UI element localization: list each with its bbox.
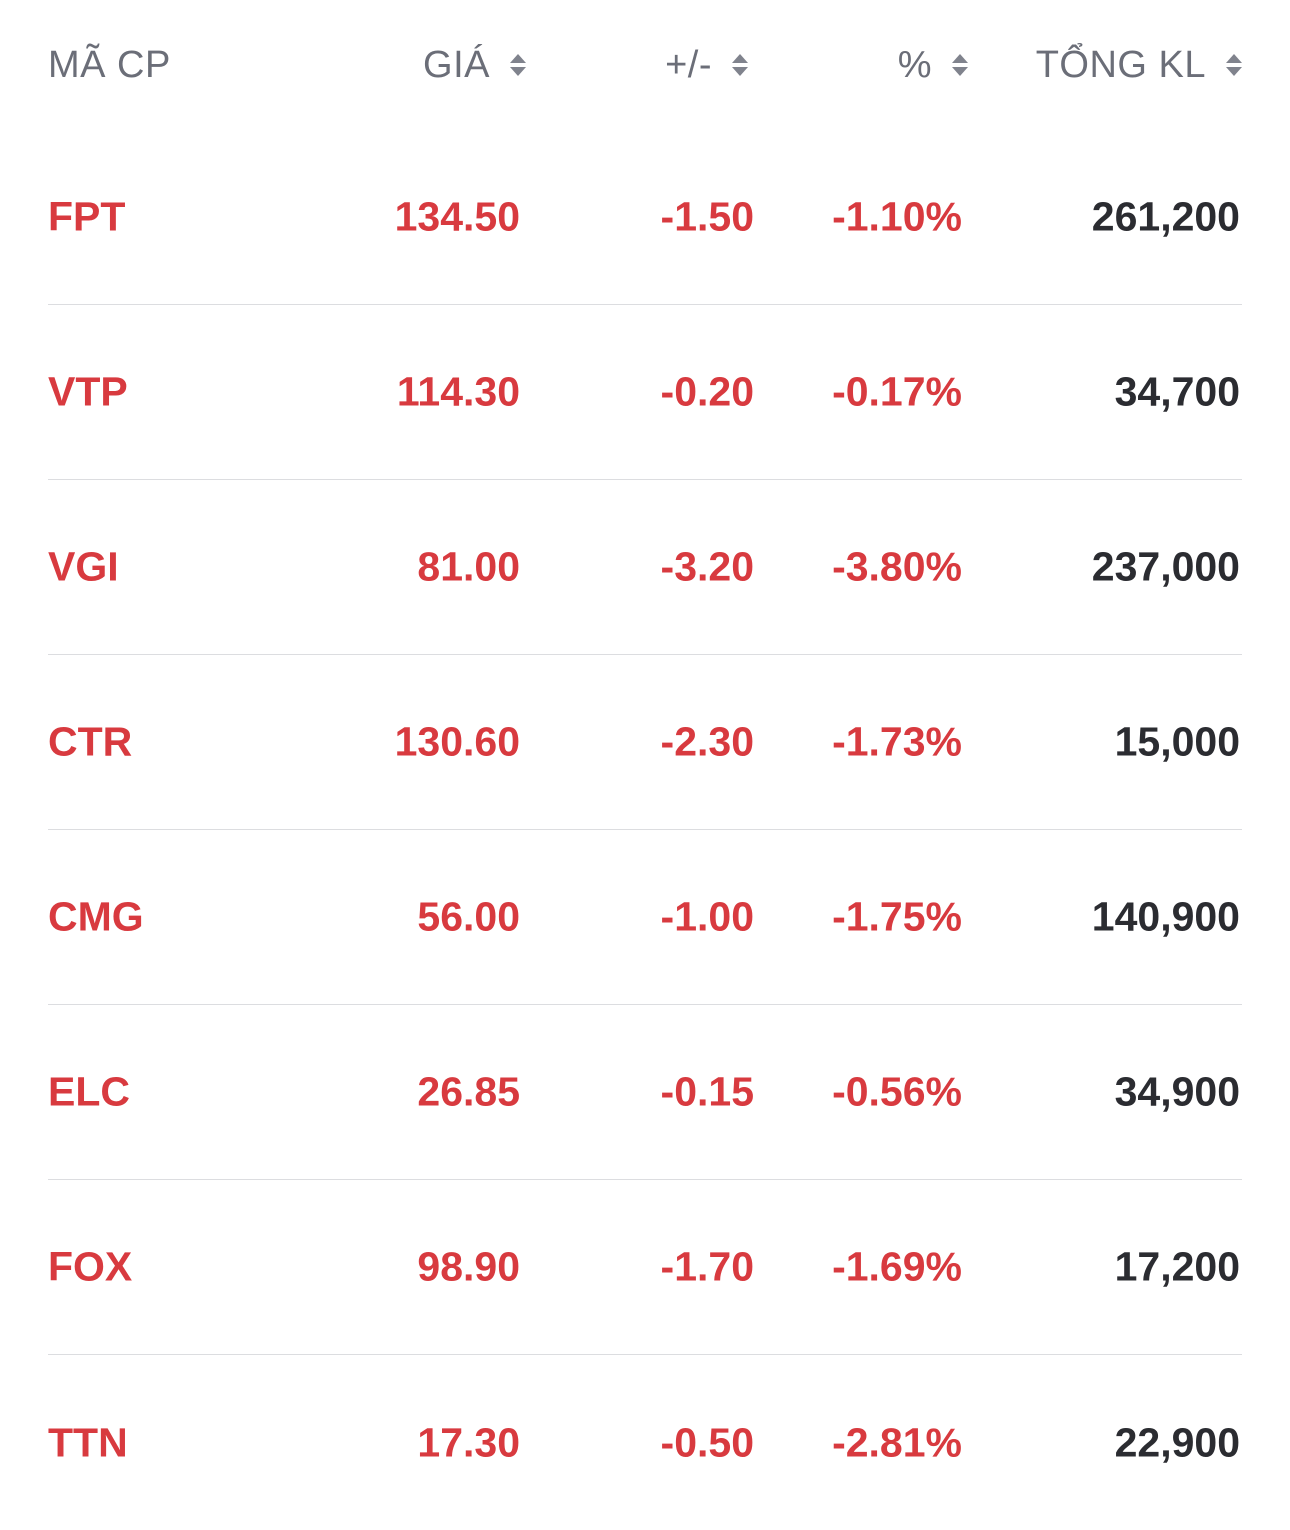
change-cell: -1.70	[660, 1243, 754, 1290]
table-row[interactable]: CMG 56.00 -1.00 -1.75% 140,900	[48, 830, 1242, 1005]
ticker-cell[interactable]: FPT	[48, 193, 126, 240]
sort-icon[interactable]	[1226, 54, 1242, 76]
sort-icon[interactable]	[952, 54, 968, 76]
change-cell: -0.50	[660, 1419, 754, 1465]
volume-cell: 17,200	[1114, 1243, 1240, 1290]
table-body: FPT 134.50 -1.50 -1.10% 261,200 VTP 114.…	[48, 130, 1242, 1530]
column-header-price-label: GIÁ	[423, 43, 490, 86]
price-cell: 130.60	[394, 718, 520, 765]
price-cell: 98.90	[417, 1243, 520, 1290]
ticker-cell[interactable]: TTN	[48, 1419, 128, 1465]
table-row[interactable]: FOX 98.90 -1.70 -1.69% 17,200	[48, 1180, 1242, 1355]
column-header-volume[interactable]: TỔNG KL	[1036, 42, 1242, 88]
price-cell: 56.00	[417, 893, 520, 940]
price-cell: 114.30	[396, 368, 520, 415]
price-cell: 81.00	[417, 543, 520, 590]
column-header-change[interactable]: +/-	[665, 42, 748, 88]
price-cell: 17.30	[417, 1419, 520, 1465]
percent-cell: -1.10%	[832, 193, 962, 240]
percent-cell: -1.69%	[832, 1243, 962, 1290]
ticker-cell[interactable]: VTP	[48, 368, 128, 415]
ticker-cell[interactable]: CTR	[48, 718, 133, 765]
change-cell: -0.15	[660, 1068, 754, 1115]
percent-cell: -2.81%	[832, 1419, 962, 1465]
volume-cell: 237,000	[1091, 543, 1240, 590]
ticker-cell[interactable]: ELC	[48, 1068, 130, 1115]
column-header-percent[interactable]: %	[898, 42, 968, 88]
volume-cell: 261,200	[1091, 193, 1240, 240]
stock-table: MÃ CP GIÁ +/- % TỔNG KL FPT 134.50 -1.50…	[48, 0, 1242, 1530]
change-cell: -3.20	[660, 543, 754, 590]
ticker-cell[interactable]: VGI	[48, 543, 119, 590]
ticker-cell[interactable]: FOX	[48, 1243, 133, 1290]
table-header: MÃ CP GIÁ +/- % TỔNG KL	[48, 0, 1242, 130]
column-header-volume-label: TỔNG KL	[1035, 43, 1206, 86]
volume-cell: 34,900	[1114, 1068, 1240, 1115]
change-cell: -2.30	[660, 718, 754, 765]
change-cell: -1.00	[660, 893, 754, 940]
column-header-price[interactable]: GIÁ	[423, 42, 526, 88]
volume-cell: 34,700	[1114, 368, 1240, 415]
price-cell: 134.50	[394, 193, 520, 240]
table-row[interactable]: FPT 134.50 -1.50 -1.10% 261,200	[48, 130, 1242, 305]
column-header-change-label: +/-	[665, 43, 712, 86]
volume-cell: 22,900	[1114, 1419, 1240, 1465]
table-row[interactable]: ELC 26.85 -0.15 -0.56% 34,900	[48, 1005, 1242, 1180]
volume-cell: 15,000	[1114, 718, 1240, 765]
table-row[interactable]: CTR 130.60 -2.30 -1.73% 15,000	[48, 655, 1242, 830]
change-cell: -1.50	[660, 193, 754, 240]
change-cell: -0.20	[660, 368, 754, 415]
column-header-ticker: MÃ CP	[48, 42, 171, 88]
percent-cell: -1.75%	[832, 893, 962, 940]
percent-cell: -0.56%	[832, 1068, 962, 1115]
ticker-cell[interactable]: CMG	[48, 893, 144, 940]
volume-cell: 140,900	[1091, 893, 1240, 940]
table-row[interactable]: VGI 81.00 -3.20 -3.80% 237,000	[48, 480, 1242, 655]
table-row[interactable]: VTP 114.30 -0.20 -0.17% 34,700	[48, 305, 1242, 480]
percent-cell: -0.17%	[832, 368, 962, 415]
percent-cell: -3.80%	[832, 543, 962, 590]
column-header-ticker-label: MÃ CP	[48, 43, 171, 86]
sort-icon[interactable]	[732, 54, 748, 76]
sort-icon[interactable]	[510, 54, 526, 76]
percent-cell: -1.73%	[832, 718, 962, 765]
price-cell: 26.85	[417, 1068, 520, 1115]
table-row[interactable]: TTN 17.30 -0.50 -2.81% 22,900	[48, 1355, 1242, 1530]
column-header-percent-label: %	[897, 43, 932, 86]
